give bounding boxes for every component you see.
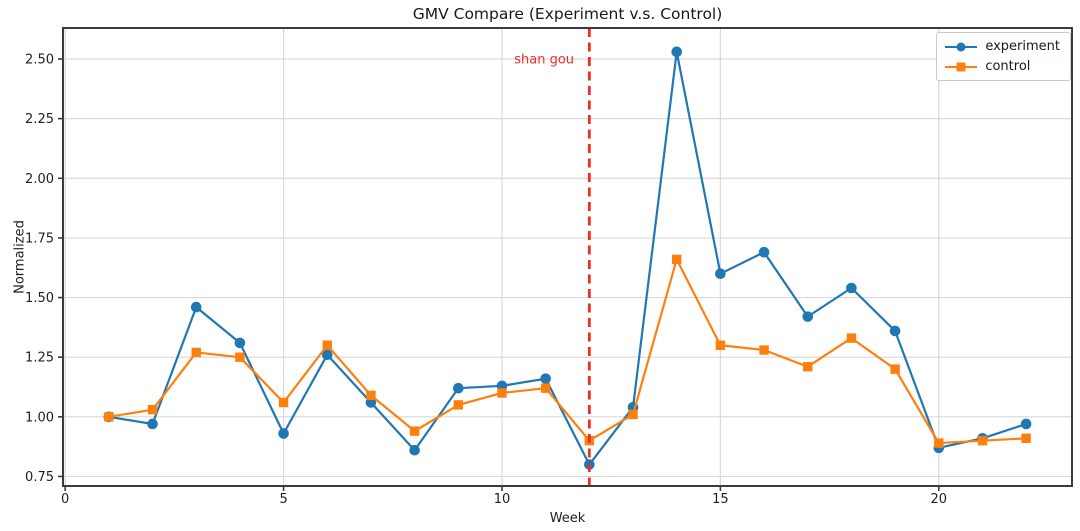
experiment-marker bbox=[889, 325, 901, 337]
y-axis-label: Normalized bbox=[12, 220, 28, 294]
control-marker bbox=[846, 333, 857, 343]
experiment-marker bbox=[540, 373, 551, 384]
y-tick-label: 2.50 bbox=[25, 53, 54, 68]
experiment-marker bbox=[802, 311, 814, 322]
y-tick-label: 1.50 bbox=[25, 291, 54, 306]
x-tick-label: 10 bbox=[494, 492, 511, 507]
y-tick-label: 2.00 bbox=[25, 172, 54, 187]
control-marker bbox=[803, 362, 813, 372]
control-marker bbox=[453, 400, 464, 410]
control-marker bbox=[540, 383, 551, 393]
experiment-marker bbox=[671, 46, 682, 58]
x-tick-label: 15 bbox=[712, 492, 729, 507]
control-marker bbox=[977, 435, 988, 446]
x-tick-label: 5 bbox=[279, 492, 287, 507]
control-marker bbox=[934, 438, 944, 448]
experiment-marker bbox=[234, 337, 246, 349]
y-tick-label: 2.25 bbox=[25, 112, 54, 127]
experiment-circle-marker-icon bbox=[956, 42, 966, 51]
control-marker bbox=[104, 412, 114, 422]
experiment-marker bbox=[1020, 418, 1032, 430]
legend-item-control[interactable]: control bbox=[945, 59, 1060, 74]
x-tick-label: 0 bbox=[61, 492, 69, 507]
y-tick-label: 1.00 bbox=[25, 410, 54, 425]
legend-label-control: control bbox=[985, 59, 1031, 74]
y-tick-label: 0.75 bbox=[25, 470, 54, 485]
chart-title: GMV Compare (Experiment v.s. Control) bbox=[412, 5, 723, 23]
experiment-marker bbox=[321, 349, 333, 361]
control-marker bbox=[366, 390, 376, 401]
control-marker bbox=[191, 347, 201, 358]
control-marker bbox=[322, 340, 332, 350]
control-marker bbox=[671, 254, 682, 265]
control-marker bbox=[409, 426, 420, 436]
y-tick-label: 1.25 bbox=[25, 351, 54, 366]
experiment-marker bbox=[846, 282, 857, 294]
experiment-marker bbox=[278, 428, 289, 439]
legend-label-experiment: experiment bbox=[985, 39, 1060, 54]
y-tick-label: 1.75 bbox=[25, 231, 54, 246]
control-marker bbox=[628, 409, 638, 420]
experiment-marker bbox=[190, 301, 202, 313]
control-line bbox=[107, 258, 1028, 445]
control-square-marker-icon bbox=[956, 62, 966, 71]
control-marker bbox=[715, 340, 726, 350]
legend-item-experiment[interactable]: experiment bbox=[945, 39, 1060, 54]
x-axis-label: Week bbox=[549, 511, 586, 526]
control-marker bbox=[1021, 433, 1031, 443]
experiment-line-marker-swatch bbox=[945, 41, 978, 52]
experiment-marker bbox=[715, 268, 726, 279]
experiment-line bbox=[107, 50, 1028, 466]
control-marker bbox=[497, 388, 507, 398]
control-marker bbox=[235, 352, 245, 362]
plot-border bbox=[62, 27, 1073, 487]
legend: experiment control bbox=[936, 32, 1071, 81]
control-marker bbox=[890, 364, 900, 374]
control-marker bbox=[278, 397, 289, 408]
control-marker bbox=[147, 404, 158, 415]
control-marker bbox=[759, 345, 769, 355]
control-line-marker-swatch bbox=[945, 61, 978, 72]
experiment-marker bbox=[147, 418, 158, 430]
experiment-marker bbox=[758, 246, 770, 258]
experiment-marker bbox=[409, 444, 420, 456]
experiment-marker bbox=[453, 382, 464, 394]
annotation-text: shan gou bbox=[514, 53, 574, 68]
x-tick-label: 20 bbox=[931, 492, 948, 507]
